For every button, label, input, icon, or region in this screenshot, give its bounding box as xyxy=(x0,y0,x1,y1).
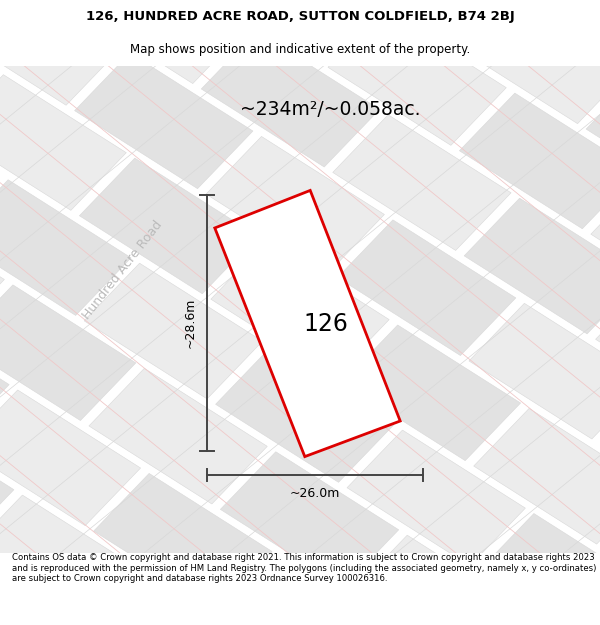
Polygon shape xyxy=(0,285,136,421)
Polygon shape xyxy=(0,306,9,442)
Polygon shape xyxy=(483,619,600,625)
Polygon shape xyxy=(338,220,516,356)
Polygon shape xyxy=(89,368,267,504)
Polygon shape xyxy=(0,201,4,337)
Polygon shape xyxy=(450,0,600,19)
Polygon shape xyxy=(347,430,526,566)
Text: ~234m²/~0.058ac.: ~234m²/~0.058ac. xyxy=(240,100,420,119)
Polygon shape xyxy=(215,347,394,482)
Polygon shape xyxy=(474,408,600,544)
Polygon shape xyxy=(70,0,248,84)
Polygon shape xyxy=(0,390,140,526)
Polygon shape xyxy=(591,176,600,312)
Text: Hundred Acre Road: Hundred Acre Road xyxy=(80,219,166,322)
Text: Map shows position and indicative extent of the property.: Map shows position and indicative extent… xyxy=(130,42,470,56)
Text: 126, HUNDRED ACRE ROAD, SUTTON COLDFIELD, B74 2BJ: 126, HUNDRED ACRE ROAD, SUTTON COLDFIELD… xyxy=(86,10,514,23)
Polygon shape xyxy=(581,0,600,102)
Polygon shape xyxy=(478,514,600,625)
Polygon shape xyxy=(596,282,600,418)
Text: 126: 126 xyxy=(303,312,348,336)
Polygon shape xyxy=(455,0,600,124)
Polygon shape xyxy=(215,191,400,457)
Polygon shape xyxy=(352,535,530,625)
Polygon shape xyxy=(201,31,380,167)
Text: Contains OS data © Crown copyright and database right 2021. This information is : Contains OS data © Crown copyright and d… xyxy=(12,553,596,583)
Polygon shape xyxy=(0,0,122,105)
Polygon shape xyxy=(464,198,600,334)
Polygon shape xyxy=(586,71,600,207)
Polygon shape xyxy=(84,263,262,399)
Polygon shape xyxy=(211,241,389,378)
Polygon shape xyxy=(0,180,131,316)
Polygon shape xyxy=(0,412,14,548)
Text: ~28.6m: ~28.6m xyxy=(184,298,197,348)
Polygon shape xyxy=(94,473,272,609)
Polygon shape xyxy=(74,53,253,189)
Polygon shape xyxy=(0,495,145,625)
Text: ~26.0m: ~26.0m xyxy=(290,487,340,500)
Polygon shape xyxy=(460,93,600,229)
Polygon shape xyxy=(79,158,258,294)
Polygon shape xyxy=(98,579,277,625)
Polygon shape xyxy=(206,136,385,272)
Polygon shape xyxy=(342,325,521,461)
Polygon shape xyxy=(197,0,375,62)
Polygon shape xyxy=(0,74,126,211)
Polygon shape xyxy=(323,0,502,40)
Polygon shape xyxy=(220,452,399,588)
Polygon shape xyxy=(328,9,506,146)
Polygon shape xyxy=(225,557,403,625)
Polygon shape xyxy=(333,115,511,251)
Polygon shape xyxy=(469,303,600,439)
